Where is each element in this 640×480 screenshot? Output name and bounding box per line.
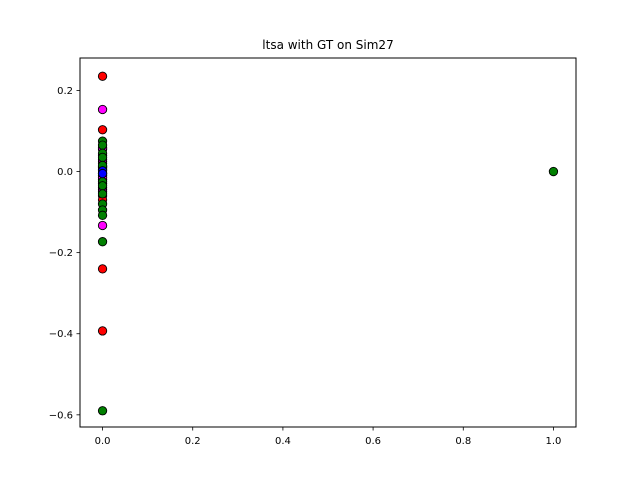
data-point xyxy=(97,104,108,115)
y-tick-label: −0.2 xyxy=(49,248,73,259)
data-point xyxy=(97,406,108,416)
x-tick-label: 0.8 xyxy=(455,436,471,447)
data-point xyxy=(97,140,108,150)
data-point xyxy=(97,168,108,179)
data-points xyxy=(97,71,559,416)
y-tick-label: −0.4 xyxy=(49,329,73,340)
x-tick-label: 0.6 xyxy=(365,436,381,447)
y-tick-label: 0.2 xyxy=(57,86,73,97)
plot-area-frame xyxy=(79,57,577,428)
x-tick-label: 0.4 xyxy=(275,436,291,447)
x-tick-label: 1.0 xyxy=(546,436,562,447)
y-tick-label: −0.6 xyxy=(49,410,73,421)
data-point xyxy=(97,264,108,274)
data-point xyxy=(97,189,108,199)
x-tick-label: 0.2 xyxy=(185,436,201,447)
data-point xyxy=(97,125,108,135)
y-axis: 0.2 0.0 −0.2 −0.4 −0.6 xyxy=(49,86,80,421)
chart-title: ltsa with GT on Sim27 xyxy=(262,38,393,52)
x-tick-label: 0.0 xyxy=(95,436,111,447)
data-point xyxy=(97,152,108,163)
data-point xyxy=(97,181,108,191)
data-point xyxy=(97,210,108,220)
data-point xyxy=(548,166,559,177)
data-point xyxy=(97,326,108,336)
data-point xyxy=(97,71,108,81)
x-axis: 0.0 0.2 0.4 0.6 0.8 1.0 xyxy=(95,427,562,447)
data-point xyxy=(97,220,108,231)
y-tick-label: 0.0 xyxy=(57,167,73,178)
data-point xyxy=(97,237,108,247)
